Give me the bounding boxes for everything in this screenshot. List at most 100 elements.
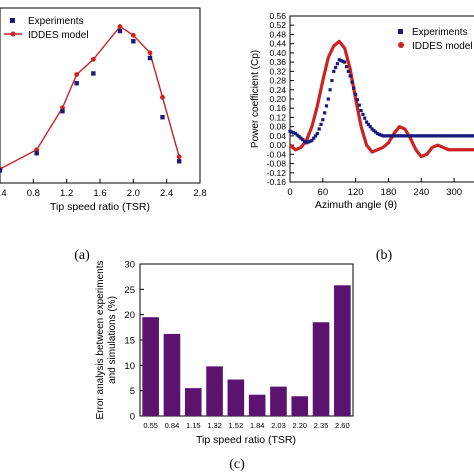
experiment-point <box>0 168 3 173</box>
experiment-point <box>392 134 396 138</box>
y-tick-label: -0.12 <box>267 168 287 178</box>
y-label-line: Error analysis between experiments <box>95 261 106 420</box>
legend-experiments-marker <box>10 18 15 23</box>
x-tick-label: 240 <box>413 187 429 198</box>
experiment-point <box>465 134 469 138</box>
experiment-point <box>459 134 464 138</box>
x-tick-label: 1.2 <box>60 188 73 199</box>
experiment-point <box>370 127 374 131</box>
experiment-point <box>335 62 340 66</box>
experiment-point <box>437 134 442 138</box>
x-tick-label: 2.03 <box>271 421 286 430</box>
y-tick-label: 0.56 <box>269 11 286 21</box>
experiment-point <box>332 69 336 73</box>
x-tick-label: 0.8 <box>27 188 40 199</box>
experiment-point <box>397 134 402 138</box>
experiment-point <box>304 141 309 145</box>
experiment-point <box>337 58 341 62</box>
experiment-point <box>461 134 465 138</box>
experiment-point <box>468 134 473 138</box>
experiment-point <box>315 131 319 136</box>
experiment-point <box>348 74 352 78</box>
x-tick-label: 2.4 <box>160 188 173 199</box>
experiment-point <box>313 134 318 138</box>
series-iddes-line <box>288 39 474 159</box>
experiment-point <box>176 159 182 164</box>
experiment-point <box>319 122 323 126</box>
experiment-point <box>366 122 371 126</box>
panel-a: 0.4 0.8 1.2 1.6 2.0 2.4 2.8 Experiments IDDES … <box>0 7 207 263</box>
experiment-point <box>346 69 350 73</box>
experiment-point <box>432 134 436 138</box>
panel-a-x-label: Tip speed ratio (TSR) <box>50 201 150 213</box>
bar <box>312 322 330 416</box>
experiment-point <box>364 120 369 124</box>
experiment-point <box>394 134 398 138</box>
bar <box>142 317 159 416</box>
experiment-point <box>445 134 449 138</box>
panel-c: 0 5 10 15 20 25 30 0.55 0.84 1.15 1.32 1.52 1.84 2.03… <box>95 260 354 472</box>
experiment-point <box>406 134 411 138</box>
legend-b-iddes-label: IDDES model <box>412 41 473 52</box>
experiment-point <box>385 134 389 138</box>
bar <box>248 394 266 416</box>
experiment-point <box>395 134 400 138</box>
y-tick-label: 5 <box>130 386 135 397</box>
x-tick-label: 0.84 <box>165 421 180 430</box>
bar <box>206 366 223 416</box>
experiment-point <box>297 135 301 139</box>
experiment-point <box>330 78 334 83</box>
bar <box>334 285 351 416</box>
experiment-point <box>359 108 363 113</box>
experiment-point <box>60 109 65 114</box>
y-tick-label: 0.12 <box>269 112 286 122</box>
x-tick-label: 1.32 <box>207 421 222 430</box>
y-tick-label: 25 <box>124 285 135 296</box>
experiment-point <box>131 39 136 44</box>
experiment-point <box>301 138 305 142</box>
experiment-point <box>377 132 381 136</box>
experiment-point <box>295 133 299 137</box>
experiment-point <box>288 129 292 133</box>
y-tick-label: 0.16 <box>269 103 286 113</box>
experiment-point <box>408 134 412 138</box>
x-tick-label: 1.6 <box>93 188 106 199</box>
panel-b-y-label: Power coefficient (Cp) <box>250 50 261 148</box>
experiment-point <box>147 55 153 61</box>
x-tick-label: 0.4 <box>0 188 7 199</box>
x-tick-label: 120 <box>348 187 364 198</box>
panel-c-x-label: Tip speed ratio (TSR) <box>196 434 296 446</box>
bar <box>270 386 287 416</box>
experiment-point <box>117 28 123 34</box>
experiment-point <box>34 151 39 156</box>
experiment-point <box>379 133 383 137</box>
y-tick-label: 0.52 <box>269 20 286 30</box>
experiment-point <box>410 134 414 138</box>
experiment-point <box>383 134 387 138</box>
y-tick-label: 30 <box>124 260 135 271</box>
iddes-point <box>60 105 65 111</box>
experiment-point <box>355 98 360 102</box>
legend-b-experiments-label: Experiments <box>412 27 468 38</box>
experiment-point <box>401 134 405 138</box>
experiment-point <box>361 112 365 116</box>
experiment-point <box>448 134 453 138</box>
y-label-line: and simulations (%) <box>107 296 118 384</box>
experiment-point <box>324 104 329 108</box>
experiment-point <box>306 140 310 144</box>
y-tick-label: 0.20 <box>269 94 286 104</box>
iddes-point <box>34 147 40 153</box>
y-tick-label: 0.44 <box>269 39 286 49</box>
experiment-point <box>467 134 471 138</box>
experiment-point <box>160 115 165 120</box>
experiment-point <box>375 131 380 136</box>
experiment-point <box>323 111 327 115</box>
experiment-point <box>447 134 451 138</box>
experiment-point <box>416 134 420 138</box>
experiment-point <box>428 134 433 138</box>
y-tick-label: 0.00 <box>269 140 286 150</box>
panel-b-legend: Experiments IDDES model <box>398 27 473 52</box>
experiment-point <box>310 138 314 143</box>
x-tick-label: 60 <box>318 187 329 198</box>
panel-b-x-label: Azimuth angle (θ) <box>315 199 397 211</box>
